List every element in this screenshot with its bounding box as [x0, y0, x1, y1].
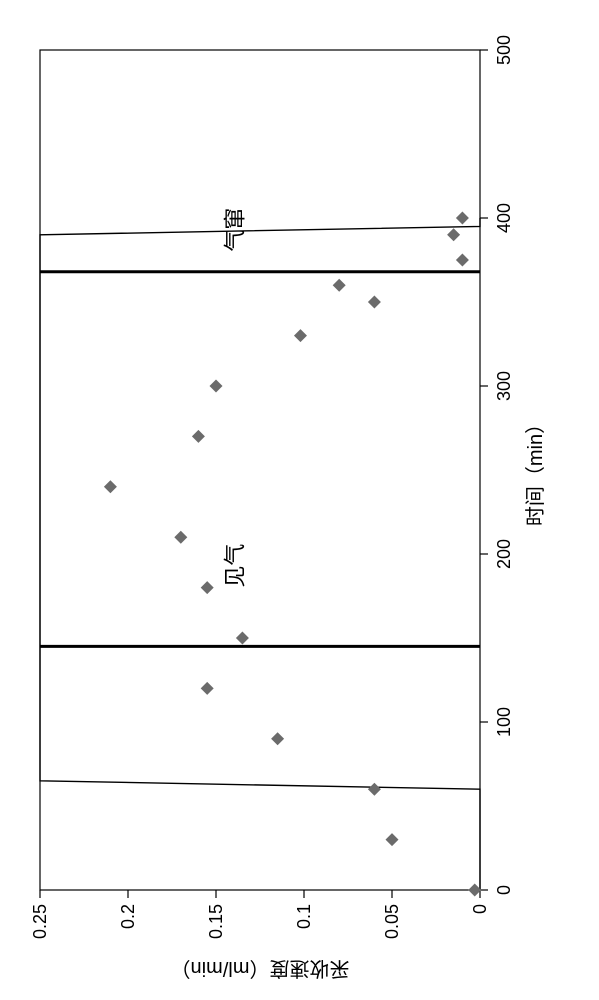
svg-text:400: 400 — [494, 203, 514, 233]
svg-text:0: 0 — [494, 885, 514, 895]
svg-text:0.05: 0.05 — [382, 904, 402, 939]
svg-text:0.25: 0.25 — [30, 904, 50, 939]
svg-text:采收速度（ml/min）: 采收速度（ml/min） — [171, 957, 350, 980]
svg-text:200: 200 — [494, 539, 514, 569]
svg-text:时间（min）: 时间（min） — [524, 414, 547, 526]
svg-text:0.1: 0.1 — [294, 904, 314, 929]
svg-text:100: 100 — [494, 707, 514, 737]
scatter-chart: 0 100 200 300 400 500 0 0.05 0.1 0.15 0.2 0.25 时间（mi… — [0, 0, 599, 1000]
svg-text:0: 0 — [470, 904, 490, 914]
chart-container: 0 100 200 300 400 500 0 0.05 0.1 0.15 0.2 0.25 时间（mi… — [0, 0, 599, 1000]
svg-text:见气: 见气 — [222, 544, 247, 588]
svg-text:300: 300 — [494, 371, 514, 401]
svg-text:0.15: 0.15 — [206, 904, 226, 939]
svg-text:500: 500 — [494, 35, 514, 65]
svg-text:气窜: 气窜 — [222, 208, 247, 252]
svg-text:0.2: 0.2 — [118, 904, 138, 929]
